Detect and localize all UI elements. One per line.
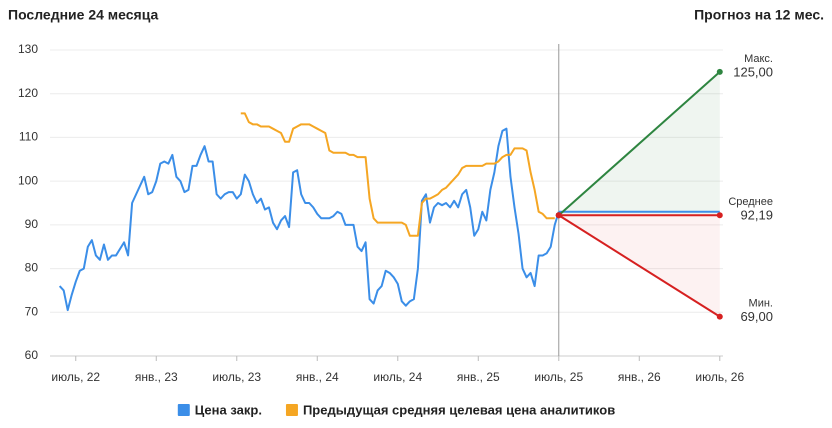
forecast-value-label: 69,00 [740,309,773,324]
y-tick-label: 70 [25,304,39,318]
chart-title: Последние 24 месяца [8,7,158,23]
forecast-point [716,313,723,320]
y-tick-label: 130 [18,42,38,56]
legend-swatch [177,404,190,416]
legend-swatch [285,404,298,416]
y-tick-label: 80 [25,261,39,275]
legend-label: Цена закр. [195,402,262,417]
x-tick-label: июль, 25 [534,370,583,384]
y-tick-label: 120 [18,86,38,100]
x-tick-label: янв., 26 [618,370,661,384]
x-tick-label: июль, 26 [695,370,744,384]
forecast-point [555,212,562,219]
forecast-label: Мин. [749,298,773,310]
forecast-line [558,214,721,318]
y-tick-label: 110 [19,130,38,144]
legend-item[interactable]: Предыдущая средняя целевая цена аналитик… [285,402,615,417]
chart-subtitle: Прогноз на 12 мес. [694,7,824,23]
forecast-value-label: 92,19 [740,208,773,223]
y-tick-label: 60 [25,348,39,362]
forecast-point [716,212,723,219]
forecast-line [558,71,721,217]
legend-item[interactable]: Цена закр. [177,402,262,417]
legend-label: Предыдущая средняя целевая цена аналитик… [303,402,615,417]
forecast-label: Среднее [728,196,773,208]
y-tick-label: 100 [18,173,38,187]
forecast-label: Макс. [744,53,773,65]
x-tick-label: июль, 22 [51,370,100,384]
x-tick-label: июль, 23 [212,370,261,384]
x-tick-label: янв., 23 [135,370,178,384]
forecast-point [716,68,723,75]
x-tick-label: янв., 24 [296,370,339,384]
forecast-value-label: 125,00 [733,64,773,79]
x-tick-label: июль, 24 [373,370,422,384]
y-tick-label: 90 [25,217,39,231]
x-tick-label: янв., 25 [457,370,500,384]
series-line [240,112,555,237]
series-line [58,127,560,312]
